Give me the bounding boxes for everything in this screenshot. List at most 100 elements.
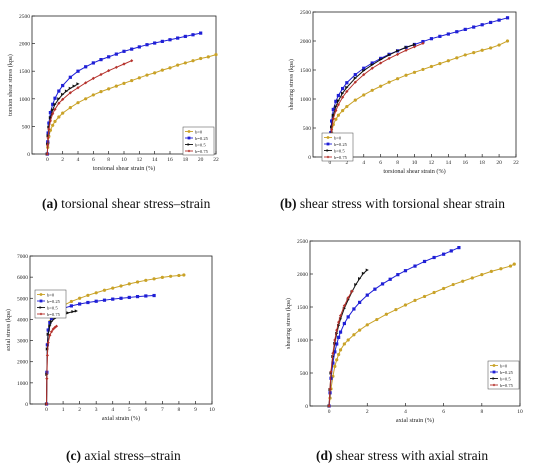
data-point — [127, 282, 131, 286]
data-point — [111, 286, 115, 290]
data-point — [480, 23, 484, 27]
legend-label: b=0 — [500, 363, 508, 368]
data-point — [387, 53, 391, 57]
series-line — [46, 310, 77, 405]
x-tick-label: 10 — [121, 157, 127, 163]
y-tick-label: 0 — [308, 155, 311, 161]
data-point — [177, 273, 181, 278]
y-tick-label: 5000 — [17, 296, 28, 302]
data-point — [338, 330, 343, 334]
data-point — [107, 69, 111, 73]
legend-label: b=0.5 — [334, 148, 345, 153]
data-point — [68, 75, 72, 79]
data-point — [413, 298, 417, 302]
data-point — [336, 99, 340, 103]
legend-marker — [326, 149, 330, 152]
legend-marker — [187, 149, 191, 153]
series-line — [328, 247, 460, 407]
data-point — [463, 53, 467, 57]
legend-label: b=0 — [47, 292, 55, 297]
data-point — [429, 37, 434, 41]
data-point — [135, 294, 140, 299]
data-point — [362, 68, 366, 73]
data-point — [168, 38, 172, 42]
data-point — [384, 312, 388, 316]
data-point — [78, 302, 82, 306]
data-point — [176, 63, 180, 67]
y-tick-label: 500 — [303, 126, 312, 132]
data-point — [145, 73, 149, 77]
data-point — [57, 89, 61, 93]
data-point — [352, 307, 356, 311]
y-tick-label: 1000 — [19, 97, 30, 103]
data-point — [358, 328, 362, 332]
data-point — [342, 321, 346, 326]
data-point — [499, 267, 503, 271]
data-point — [137, 45, 141, 49]
data-point — [152, 277, 156, 281]
legend-marker — [187, 136, 191, 140]
data-point — [130, 78, 134, 83]
y-tick-label: 6000 — [17, 275, 28, 281]
y-tick-label: 2000 — [300, 39, 311, 45]
data-point — [61, 111, 65, 115]
data-point — [358, 277, 362, 281]
data-point — [61, 83, 65, 88]
data-point — [380, 282, 385, 286]
data-point — [336, 103, 340, 107]
y-tick-label: 0 — [25, 402, 28, 408]
x-tick-label: 6 — [92, 157, 95, 163]
data-point — [99, 72, 103, 77]
x-tick-label: 22 — [213, 157, 219, 163]
series-line — [46, 274, 184, 405]
data-point — [342, 342, 346, 346]
series-b-0-5 — [327, 268, 369, 408]
x-tick-label: 4 — [362, 160, 365, 166]
data-point — [94, 291, 98, 295]
x-tick-label: 8 — [396, 160, 399, 166]
data-point — [432, 255, 436, 260]
data-point — [335, 358, 339, 362]
data-point — [114, 52, 118, 56]
data-point — [353, 76, 357, 80]
legend: b=0 b=0.25b=0.5 b=0.75 — [34, 289, 67, 319]
data-point — [379, 56, 383, 60]
data-point — [379, 84, 383, 88]
data-point — [160, 68, 164, 72]
data-point — [84, 65, 88, 69]
legend: b=0 b=0.25b=0.5 b=0.75 — [182, 126, 215, 156]
series-line — [328, 263, 515, 407]
data-point — [53, 107, 57, 111]
x-tick-label: 12 — [137, 157, 143, 163]
legend-label: b=0.75 — [47, 312, 61, 317]
series-line — [46, 60, 132, 155]
data-point — [497, 43, 501, 47]
x-tick-label: 16 — [463, 160, 469, 166]
data-point — [438, 34, 442, 38]
data-point — [455, 30, 459, 34]
legend-marker — [492, 364, 496, 367]
data-point — [331, 361, 335, 365]
data-point — [333, 364, 337, 368]
data-point — [114, 65, 118, 69]
y-tick-label: 1500 — [300, 68, 311, 74]
data-point — [214, 53, 218, 57]
data-point — [76, 82, 80, 86]
y-tick-label: 2000 — [297, 272, 308, 278]
data-point — [61, 97, 65, 101]
data-point — [51, 112, 55, 116]
data-point — [199, 31, 203, 35]
y-axis-label: axial stress (kpa) — [5, 309, 12, 351]
data-point — [354, 282, 358, 287]
y-tick-label: 2500 — [297, 239, 308, 245]
data-point — [388, 277, 392, 281]
data-point — [69, 304, 73, 308]
x-tick-label: 5 — [128, 407, 131, 413]
legend-marker — [39, 306, 43, 309]
data-point — [51, 102, 55, 106]
data-point — [199, 56, 203, 61]
data-point — [463, 27, 467, 31]
x-axis-label: axial strain (%) — [102, 415, 140, 422]
data-point — [350, 289, 354, 293]
data-point — [373, 287, 377, 291]
